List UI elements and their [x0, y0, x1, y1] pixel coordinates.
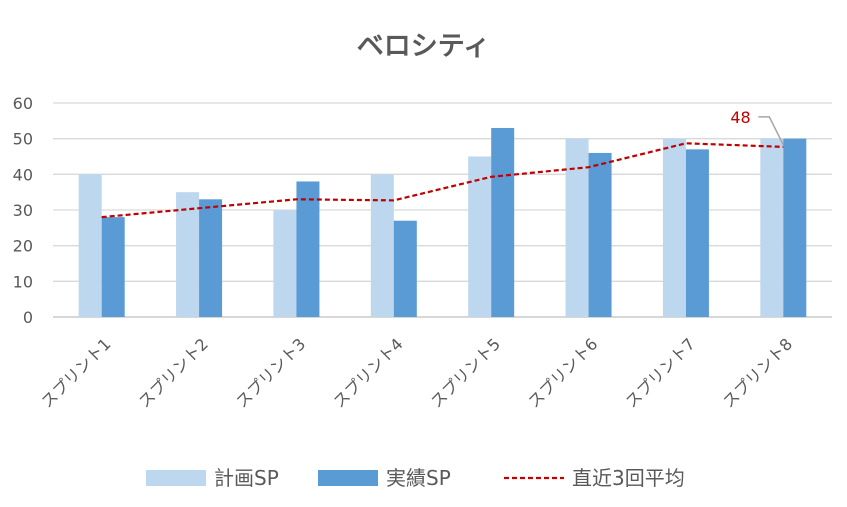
legend-swatch	[146, 470, 206, 486]
y-tick-label: 10	[13, 272, 33, 291]
bar-actual	[296, 181, 320, 317]
x-tick-label: スプリント4	[329, 334, 406, 411]
data-label: 48	[730, 108, 750, 127]
x-tick-label: スプリント6	[524, 334, 601, 411]
bar-plan	[662, 138, 686, 317]
y-tick-label: 60	[13, 94, 33, 113]
bar-actual	[491, 127, 515, 317]
x-tick-label: スプリント8	[719, 334, 796, 411]
x-tick-label: スプリント1	[37, 334, 114, 411]
bar-plan	[273, 210, 297, 317]
bar-plan	[176, 192, 200, 317]
y-tick-label: 0	[23, 308, 33, 327]
legend-label: 直近3回平均	[572, 466, 685, 490]
y-tick-label: 20	[13, 237, 33, 256]
x-tick-label: スプリント7	[622, 334, 699, 411]
bar-actual	[101, 217, 125, 317]
bar-actual	[393, 220, 417, 317]
chart-title: ベロシティ	[356, 31, 491, 62]
bar-plan	[760, 138, 784, 317]
y-tick-label: 40	[13, 165, 33, 184]
bar-actual	[783, 138, 807, 317]
y-tick-label: 30	[13, 201, 33, 220]
legend-swatch	[318, 470, 378, 486]
bar-plan	[565, 138, 589, 317]
average-line	[101, 142, 784, 219]
bar-actual	[685, 149, 709, 317]
x-tick-label: スプリント2	[135, 334, 212, 411]
y-tick-label: 50	[13, 130, 33, 149]
x-tick-label: スプリント5	[427, 334, 504, 411]
bar-plan	[78, 174, 102, 317]
legend-label: 実績SP	[386, 466, 451, 490]
bar-actual	[588, 152, 612, 317]
legend-label: 計画SP	[214, 466, 279, 490]
bar-plan	[468, 156, 492, 317]
x-tick-label: スプリント3	[232, 334, 309, 411]
data-label-leader	[758, 116, 784, 146]
bar-plan	[370, 174, 394, 317]
bar-actual	[199, 199, 223, 317]
